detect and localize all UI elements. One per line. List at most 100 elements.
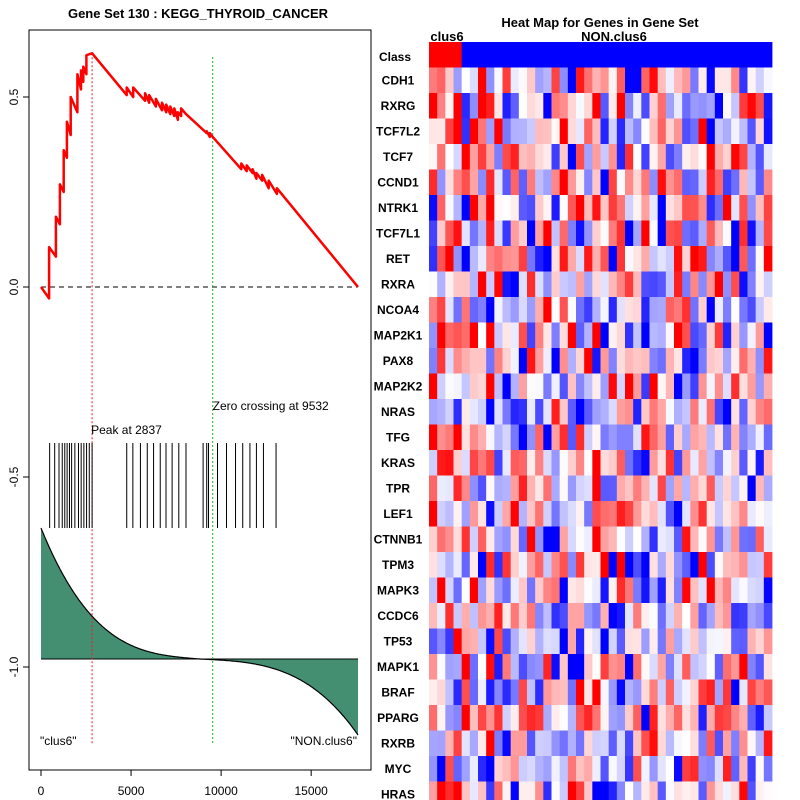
enrichment-plot: Gene Set 130 : KEGG_THYROID_CANCER 0.50.… [7, 6, 372, 798]
heatmap-cell [543, 271, 552, 298]
heatmap-cell [747, 552, 757, 578]
heatmap-cell [486, 169, 495, 196]
heatmap-cell [657, 424, 667, 451]
heatmap-cell [502, 450, 512, 476]
heatmap-cell [755, 475, 765, 502]
heatmap-cell [641, 654, 650, 680]
heatmap-cell [576, 577, 585, 604]
class-cell [739, 42, 748, 68]
heatmap-cell [486, 348, 495, 374]
heatmap-cell [567, 322, 577, 349]
heatmap-cell [755, 424, 765, 451]
heatmap-cell [486, 297, 495, 323]
heatmap-cell [551, 373, 561, 400]
heatmap-cell [649, 526, 659, 553]
heatmap-cell [682, 603, 691, 629]
heatmap-cell [445, 195, 454, 221]
heatmap-cell [535, 144, 544, 170]
heatmap-cell [551, 67, 561, 94]
heatmap-cell [608, 220, 618, 247]
heatmap-cell [682, 450, 691, 476]
heatmap-cell [518, 93, 528, 119]
heatmap-cell [698, 348, 708, 374]
heatmap-cell [584, 220, 593, 247]
heatmap-cell [641, 603, 650, 629]
heatmap-cell [698, 654, 708, 680]
heatmap-cell [706, 67, 716, 94]
class-cell [429, 42, 438, 68]
heatmap-cell [633, 501, 642, 527]
heatmap-cell [755, 373, 765, 400]
heatmap-cell [445, 93, 454, 119]
heatmap-cell [584, 169, 593, 196]
heatmap-cell [535, 271, 544, 298]
heatmap-cell [641, 526, 650, 553]
heatmap-cell [690, 654, 699, 680]
heatmap-cell [478, 348, 487, 374]
heatmap-cell [527, 603, 536, 629]
heatmap-cell [518, 424, 528, 451]
heatmap-cell [551, 93, 561, 119]
heatmap-cell [755, 781, 765, 800]
heatmap-cell [625, 781, 634, 800]
heatmap-cell [543, 169, 552, 196]
heatmap-cell [576, 781, 585, 800]
heatmap-cell [469, 246, 479, 272]
heatmap-cell [527, 450, 536, 476]
heatmap-cell [478, 730, 487, 757]
heatmap-cell [461, 552, 471, 578]
heatmap-cell [453, 271, 463, 298]
heatmap-cell [657, 67, 667, 94]
heatmap-cell [445, 730, 454, 757]
heatmap-cell [698, 501, 708, 527]
heatmap-cell [665, 705, 675, 731]
heatmap-cell [445, 781, 454, 800]
heatmap-cell [494, 93, 503, 119]
gene-label: PAX8 [383, 354, 414, 368]
heatmap-cell [445, 322, 454, 349]
heatmap-cell [502, 603, 512, 629]
heatmap-cell [747, 348, 757, 374]
heatmap-cell [747, 322, 757, 349]
heatmap-cell [502, 424, 512, 451]
heatmap-cell [510, 322, 520, 349]
heatmap-cell [714, 348, 724, 374]
gene-label: NRAS [381, 405, 415, 419]
heatmap-cell [494, 654, 503, 680]
heatmap-cell [469, 399, 479, 425]
heatmap-cell [461, 628, 471, 655]
heatmap-cell [502, 781, 512, 800]
heatmap-cell [551, 424, 561, 451]
heatmap-cell [625, 322, 634, 349]
heatmap-cell [706, 297, 716, 323]
heatmap-cell [576, 705, 585, 731]
class-cell [763, 42, 773, 68]
heatmap-cell [731, 348, 740, 374]
heatmap-cell [616, 348, 626, 374]
heatmap-cell [747, 195, 757, 221]
heatmap-cell [453, 475, 463, 502]
heatmap-cell [698, 399, 708, 425]
heatmap-cell [682, 118, 691, 145]
heatmap-cell [478, 424, 487, 451]
heatmap-cell [682, 628, 691, 655]
heatmap-cell [535, 526, 544, 553]
heatmap-cell [429, 424, 438, 451]
heatmap-cell [616, 730, 626, 757]
heatmap-cell [739, 501, 748, 527]
heatmap-cell [755, 169, 765, 196]
heatmap-cell [592, 654, 601, 680]
heatmap-cell [559, 501, 569, 527]
heatmap-cell [600, 297, 610, 323]
heatmap-cell [633, 144, 642, 170]
class-cell [510, 42, 520, 68]
heatmap-cell [633, 628, 642, 655]
heatmap-cell [576, 220, 585, 247]
heatmap-cell [674, 424, 683, 451]
heatmap-cell [633, 756, 642, 782]
heatmap-cell [625, 399, 634, 425]
heatmap-cell [600, 679, 610, 706]
heatmap-cell [747, 271, 757, 298]
heatmap-cell [502, 501, 512, 527]
heatmap-cell [625, 756, 634, 782]
